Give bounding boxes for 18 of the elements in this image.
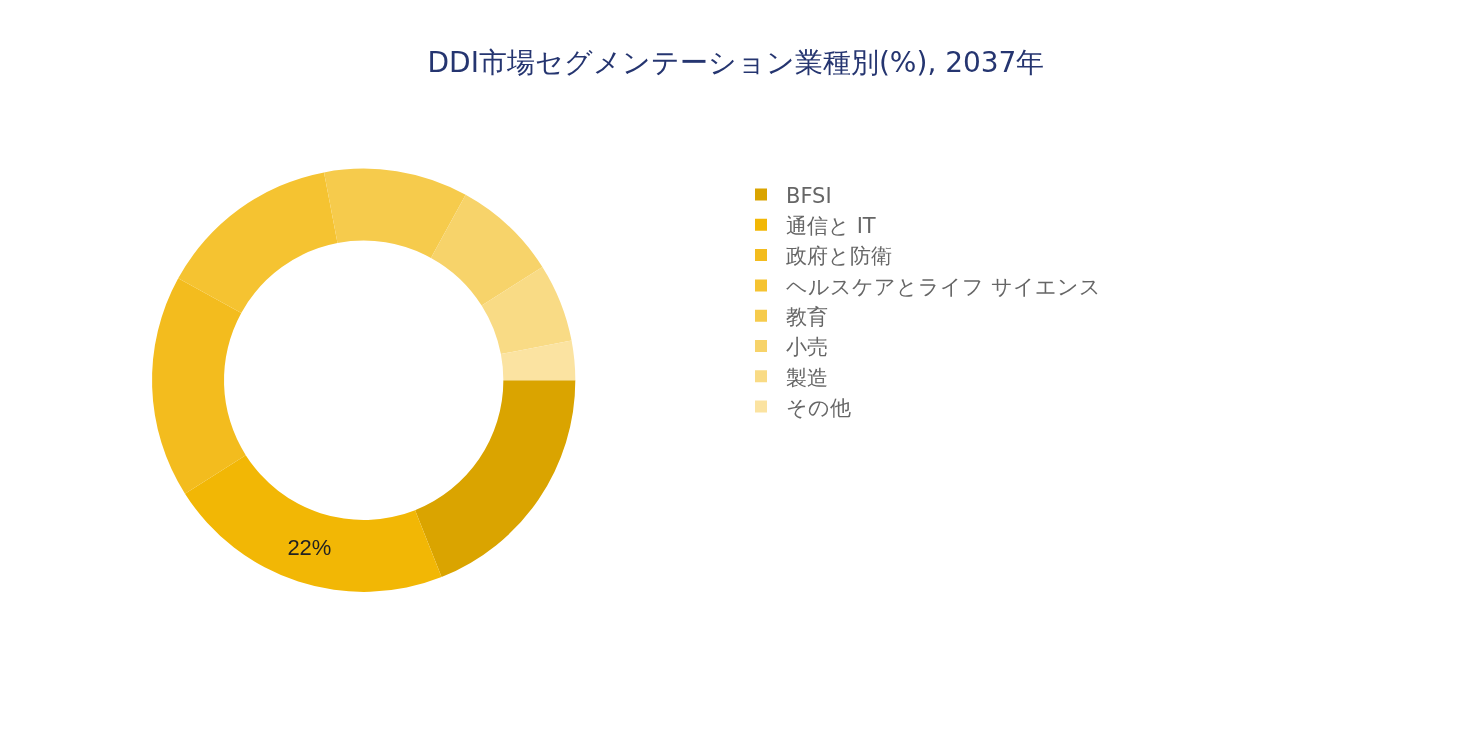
legend-label: 教育: [786, 304, 828, 329]
data-label: 22%: [287, 534, 332, 560]
legend-label: 製造: [786, 365, 828, 390]
legend-label: 小売: [786, 335, 828, 360]
donut-slice: [184, 455, 442, 592]
legend-label: ヘルスケアとライフ サイエンス: [786, 274, 1101, 299]
donut-slice: [415, 380, 576, 578]
donut-slice: [430, 194, 543, 306]
donut-slice: [152, 278, 246, 494]
donut-slice: [324, 168, 466, 258]
legend-label: BFSI: [786, 183, 832, 208]
donut-slice: [178, 172, 338, 313]
donut-slice: [481, 266, 572, 355]
chart-title: DDI市場セグメンテーション業種別(%), 2037年: [427, 46, 1045, 80]
legend-label: その他: [786, 395, 851, 420]
legend-label: 政府と防衛: [786, 244, 892, 269]
donut-slice: [500, 340, 576, 381]
legend-label: 通信と IT: [786, 214, 876, 238]
